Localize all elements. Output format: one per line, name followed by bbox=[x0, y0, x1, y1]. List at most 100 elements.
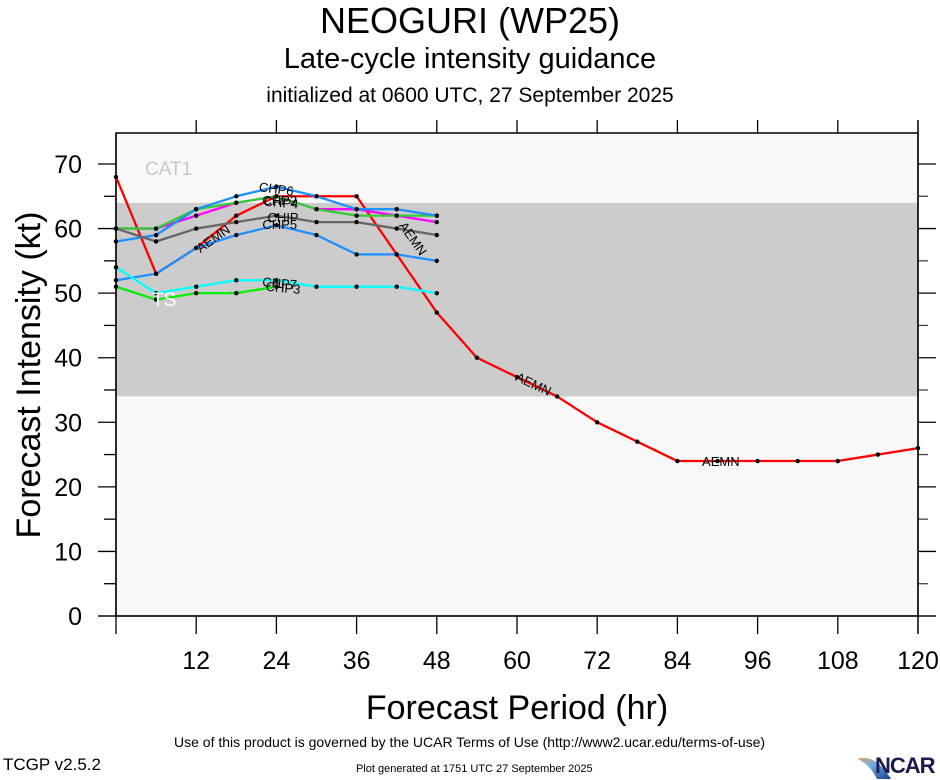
data-point-chp7 bbox=[194, 284, 199, 289]
data-point-aemn bbox=[675, 458, 680, 464]
data-point-chp3 bbox=[274, 284, 279, 289]
data-point-chp4 bbox=[354, 213, 359, 218]
series-label-chp5: CHP5 bbox=[262, 217, 297, 232]
data-point-chp4 bbox=[314, 207, 319, 212]
x-tick-label: 60 bbox=[503, 647, 531, 675]
plot-generated-time: Plot generated at 1751 UTC 27 September … bbox=[356, 763, 593, 775]
data-point-chip bbox=[314, 219, 319, 225]
data-point-chip bbox=[434, 232, 439, 238]
data-point-aemn bbox=[755, 458, 760, 464]
data-point-chp6 bbox=[314, 194, 319, 199]
data-point-chp6 bbox=[153, 232, 159, 238]
data-point-aemn bbox=[234, 213, 239, 218]
data-point-chp3 bbox=[234, 290, 239, 296]
x-tick-label: 96 bbox=[744, 647, 772, 675]
data-point-chip bbox=[153, 239, 159, 244]
data-point-chp7 bbox=[153, 290, 159, 296]
data-point-aemn bbox=[554, 394, 560, 399]
x-tick-label: 72 bbox=[583, 647, 611, 675]
intensity-band-ts bbox=[116, 202, 918, 397]
data-point-chp6 bbox=[354, 207, 359, 212]
data-point-chp5 bbox=[153, 271, 159, 276]
y-tick-label: 60 bbox=[54, 216, 82, 244]
data-point-chp5 bbox=[354, 252, 359, 257]
band-label-cat1: CAT1 bbox=[145, 159, 192, 180]
x-tick-label: 84 bbox=[663, 647, 691, 675]
data-point-chp5 bbox=[113, 278, 119, 283]
data-point-aemn bbox=[835, 458, 840, 464]
data-point-chp2 bbox=[434, 219, 439, 225]
series-chp3 bbox=[113, 284, 279, 302]
data-point-aemn bbox=[113, 174, 119, 180]
data-point-chp4 bbox=[394, 213, 399, 218]
data-point-chp3 bbox=[194, 290, 199, 296]
band-label-ts: TS bbox=[152, 290, 176, 311]
data-point-aemn bbox=[635, 439, 640, 444]
ncar-logo: NCAR bbox=[855, 753, 940, 780]
series-chp6 bbox=[113, 184, 439, 244]
data-point-chp5 bbox=[434, 258, 439, 264]
y-tick-label: 10 bbox=[54, 538, 82, 566]
data-point-chp2 bbox=[194, 213, 199, 218]
data-point-chip bbox=[234, 219, 239, 225]
data-point-aemn bbox=[354, 194, 359, 199]
x-tick-label: 120 bbox=[897, 647, 939, 675]
series-label-aemn: AEMN bbox=[702, 454, 740, 469]
data-point-chp7 bbox=[314, 284, 319, 289]
data-point-chp4 bbox=[234, 200, 239, 205]
data-point-chp7 bbox=[274, 278, 279, 283]
data-point-chip bbox=[274, 213, 279, 218]
x-tick-label: 108 bbox=[817, 647, 859, 675]
y-tick-label: 70 bbox=[54, 151, 82, 179]
series-chp5 bbox=[113, 223, 439, 283]
y-tick-label: 20 bbox=[54, 474, 82, 502]
data-point-chp7 bbox=[113, 265, 119, 270]
init-time-line: initialized at 0600 UTC, 27 September 20… bbox=[266, 84, 674, 107]
data-point-chp7 bbox=[394, 284, 399, 289]
series-label-chp4: CHP4 bbox=[263, 194, 299, 212]
data-point-chp7 bbox=[354, 284, 359, 289]
data-point-chp5 bbox=[194, 245, 199, 251]
x-tick-label: 48 bbox=[423, 647, 451, 675]
data-point-chp4 bbox=[153, 226, 159, 231]
x-axis-label: Forecast Period (hr) bbox=[366, 689, 668, 727]
data-point-chp5 bbox=[394, 252, 399, 257]
series-label-chp3: CHP3 bbox=[265, 279, 301, 297]
data-point-chp5 bbox=[234, 232, 239, 238]
data-point-chip bbox=[113, 226, 119, 231]
data-point-chp6 bbox=[194, 207, 199, 212]
data-point-aemn bbox=[474, 355, 480, 360]
data-point-aemn bbox=[715, 458, 720, 464]
data-point-chp4 bbox=[274, 194, 279, 199]
data-point-chp6 bbox=[113, 239, 119, 244]
data-point-chp5 bbox=[314, 232, 319, 238]
chart-subtitle: Late-cycle intensity guidance bbox=[283, 43, 657, 75]
series-label-chp2: CHP2 bbox=[262, 193, 297, 208]
data-point-chp6 bbox=[234, 194, 239, 199]
data-point-chp6 bbox=[434, 213, 439, 218]
ncar-logo-text: NCAR bbox=[875, 753, 936, 778]
y-tick-label: 30 bbox=[54, 409, 82, 437]
x-tick-label: 12 bbox=[182, 647, 210, 675]
data-point-aemn bbox=[875, 452, 881, 457]
intensity-band-cat1 bbox=[116, 133, 918, 203]
data-point-aemn bbox=[795, 458, 800, 464]
data-point-chip bbox=[194, 226, 199, 231]
version-label: TCGP v2.5.2 bbox=[3, 755, 101, 774]
data-point-chp3 bbox=[153, 297, 159, 302]
data-point-chp7 bbox=[234, 278, 239, 283]
data-point-aemn bbox=[915, 445, 921, 451]
y-tick-label: 0 bbox=[68, 603, 82, 631]
data-point-aemn bbox=[434, 310, 439, 315]
series-label-chip: CHIP bbox=[268, 210, 299, 225]
data-point-chp3 bbox=[113, 284, 119, 289]
series-chip bbox=[113, 213, 439, 244]
data-point-aemn bbox=[514, 374, 520, 380]
y-tick-label: 40 bbox=[54, 345, 82, 373]
chart-title: NEOGURI (WP25) bbox=[319, 0, 621, 41]
data-point-aemn bbox=[595, 420, 600, 425]
x-tick-label: 36 bbox=[343, 647, 371, 675]
series-label-chp7: CHP7 bbox=[262, 274, 298, 292]
data-point-chp7 bbox=[434, 290, 439, 296]
data-point-chp6 bbox=[394, 207, 399, 212]
